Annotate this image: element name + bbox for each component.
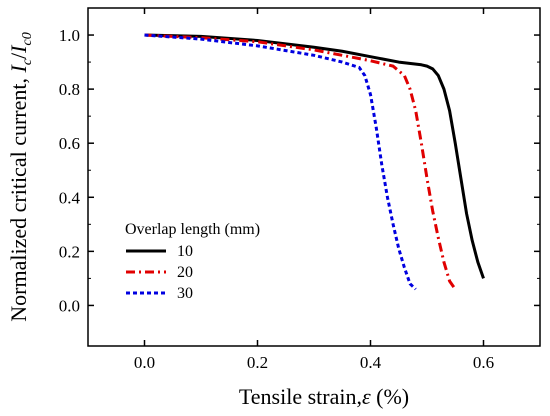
y-tick-label: 0.0 bbox=[59, 296, 80, 315]
y-tick-label: 0.2 bbox=[59, 242, 80, 261]
series-line-20 bbox=[144, 33, 457, 291]
axes: 0.0 0.2 0.4 0.6 0.0 0.2 0.4 0.6 0.8 1.0 bbox=[59, 7, 541, 372]
legend-title: Overlap length (mm) bbox=[125, 221, 260, 238]
y-tick-label: 0.8 bbox=[59, 80, 80, 99]
series-layer bbox=[144, 33, 485, 291]
legend-label-10: 10 bbox=[177, 243, 193, 260]
y-tick-label: 1.0 bbox=[59, 26, 80, 45]
y-axis-title: Normalized critical current, Ic/Ic0 bbox=[6, 32, 35, 321]
legend-label-30: 30 bbox=[177, 285, 193, 302]
series-line-10 bbox=[144, 33, 485, 279]
x-tick-label: 0.0 bbox=[134, 353, 155, 372]
legend-label-20: 20 bbox=[177, 264, 193, 281]
y-tick-label: 0.6 bbox=[59, 134, 80, 153]
legend: Overlap length (mm) 10 20 30 bbox=[125, 221, 260, 302]
y-tick-label: 0.4 bbox=[59, 188, 81, 207]
x-tick-label: 0.4 bbox=[360, 353, 382, 372]
axis-titles: Tensile strain,ε (%) Normalized critical … bbox=[6, 32, 409, 409]
x-tick-label: 0.6 bbox=[473, 353, 494, 372]
series-line-30 bbox=[144, 33, 417, 291]
x-axis-title: Tensile strain,ε (%) bbox=[239, 384, 409, 409]
plot-frame bbox=[87, 7, 541, 347]
x-tick-label: 0.2 bbox=[247, 353, 268, 372]
